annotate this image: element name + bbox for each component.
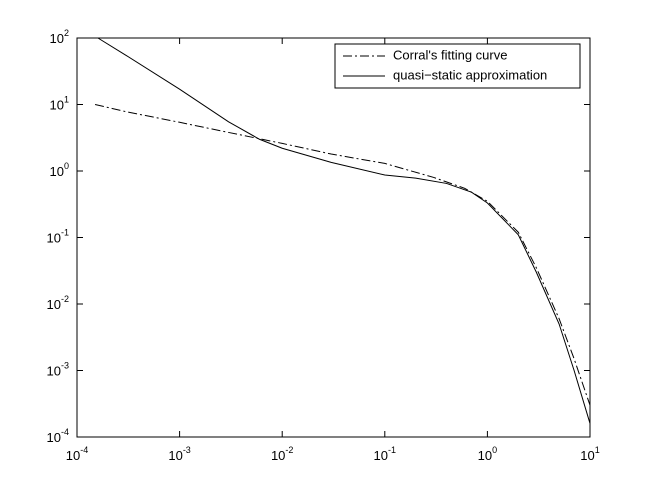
legend-label: Corral's fitting curve [393, 47, 507, 62]
x-tick-label: 100 [478, 445, 497, 463]
x-tick-label: 10-1 [374, 445, 396, 463]
series-line [94, 104, 591, 406]
y-tick-label: 10-1 [47, 228, 69, 246]
series-line [97, 37, 591, 424]
x-tick-label: 101 [580, 445, 599, 463]
y-tick-label: 10-2 [47, 294, 69, 312]
y-tick-label: 10-3 [47, 361, 69, 379]
x-tick-label: 10-2 [271, 445, 293, 463]
y-tick-label: 102 [50, 28, 69, 46]
y-tick-label: 100 [50, 161, 69, 179]
legend-label: quasi−static approximation [393, 67, 547, 82]
x-tick-label: 10-3 [168, 445, 190, 463]
legend-box [334, 43, 581, 89]
y-tick-label: 101 [50, 95, 69, 113]
plot-area [76, 37, 591, 438]
x-tick-label: 10-4 [66, 445, 88, 463]
y-tick-label: 10-4 [47, 427, 69, 445]
